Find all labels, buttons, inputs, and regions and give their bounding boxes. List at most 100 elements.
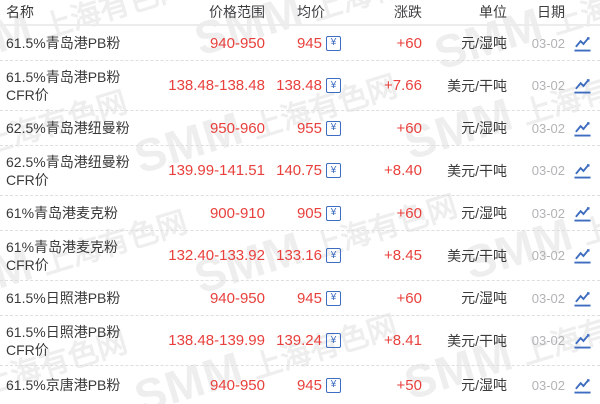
yen-price-icon[interactable]: ¥ [326, 35, 341, 51]
yen-price-icon[interactable]: ¥ [326, 290, 341, 306]
date: 03-02 [531, 78, 565, 93]
header-unit: 单位 [479, 4, 507, 20]
product-name: 61.5%日照港PB粉 [6, 290, 121, 306]
header-name: 名称 [6, 4, 34, 20]
price-change: +50 [396, 376, 422, 394]
trend-chart-icon[interactable] [573, 247, 592, 264]
product-name: 61%青岛港麦克粉 CFR价 [0, 238, 165, 274]
avg-price-cell: 139.24 ¥ [265, 332, 341, 349]
product-name: 61%青岛港麦克粉 [6, 205, 119, 221]
price-change: +8.45 [384, 247, 422, 264]
unit: 元/湿吨 [461, 35, 507, 51]
avg-price: 945 [296, 376, 322, 394]
trend-chart-icon[interactable] [573, 377, 592, 394]
unit: 美元/干吨 [447, 332, 507, 349]
avg-price-cell: 138.48 ¥ [265, 77, 341, 94]
price-range: 138.48-139.99 [168, 332, 265, 349]
avg-price-cell: 133.16 ¥ [265, 247, 341, 264]
price-change: +60 [396, 204, 422, 222]
product-name: 61.5%青岛港PB粉 CFR价 [0, 68, 165, 104]
unit: 元/湿吨 [461, 377, 507, 393]
header-range: 价格范围 [209, 4, 265, 20]
date: 03-02 [531, 205, 565, 221]
price-range: 940-950 [209, 34, 265, 52]
table-row: 62.5%青岛港纽曼粉 950-960 955 ¥ +60 元/湿吨 03-02 [0, 111, 600, 146]
price-change: +60 [396, 34, 422, 52]
price-change: +7.66 [384, 77, 422, 94]
yen-price-icon[interactable]: ¥ [326, 163, 341, 178]
avg-price: 138.48 [276, 77, 322, 94]
product-name-line2: CFR价 [6, 256, 49, 273]
trend-chart-icon[interactable] [573, 332, 592, 349]
avg-price-cell: 945 ¥ [265, 290, 341, 307]
unit: 元/湿吨 [461, 205, 507, 221]
avg-price-cell: 905 ¥ [265, 205, 341, 222]
price-range: 900-910 [209, 204, 265, 222]
unit: 元/湿吨 [461, 290, 507, 306]
date: 03-02 [531, 35, 565, 51]
yen-price-icon[interactable]: ¥ [326, 78, 341, 93]
avg-price: 945 [296, 34, 322, 52]
table-row: 61.5%青岛港PB粉 CFR价 138.48-138.48 138.48 ¥ +7… [0, 61, 600, 111]
product-name: 61.5%日照港PB粉 CFR价 [0, 323, 165, 359]
price-change: +8.41 [384, 332, 422, 349]
table-row: 61%青岛港麦克粉 900-910 905 ¥ +60 元/湿吨 03-02 [0, 196, 600, 231]
price-range: 138.48-138.48 [168, 77, 265, 94]
price-range: 940-950 [209, 289, 265, 307]
price-range: 950-960 [209, 119, 265, 137]
price-change: +60 [396, 119, 422, 137]
date: 03-02 [531, 377, 565, 393]
avg-price-cell: 140.75 ¥ [265, 162, 341, 179]
table-row: 62.5%青岛港纽曼粉 CFR价 139.99-141.51 140.75 ¥ +8… [0, 146, 600, 196]
price-range: 139.99-141.51 [168, 162, 265, 179]
table-row: 61.5%日照港PB粉 CFR价 138.48-139.99 139.24 ¥ +8… [0, 316, 600, 366]
avg-price-cell: 945 ¥ [265, 35, 341, 52]
avg-price: 140.75 [276, 162, 322, 179]
avg-price: 139.24 [276, 332, 322, 349]
table-header-row: 名称 价格范围 均价 涨跌 单位 日期 [0, 0, 600, 26]
avg-price-cell: 945 ¥ [265, 377, 341, 394]
unit: 美元/干吨 [447, 247, 507, 264]
header-change: 涨跌 [394, 4, 422, 20]
trend-chart-icon[interactable] [573, 290, 592, 307]
yen-price-icon[interactable]: ¥ [326, 248, 341, 263]
date: 03-02 [531, 163, 565, 178]
product-name: 61.5%青岛港PB粉 [6, 35, 121, 51]
trend-chart-icon[interactable] [573, 162, 592, 179]
avg-price: 133.16 [276, 247, 322, 264]
date: 03-02 [531, 333, 565, 348]
avg-price: 945 [296, 289, 322, 307]
yen-price-icon[interactable]: ¥ [326, 333, 341, 348]
unit: 美元/干吨 [447, 77, 507, 94]
table-row: 61.5%青岛港PB粉 940-950 945 ¥ +60 元/湿吨 03-02 [0, 26, 600, 61]
price-change: +8.40 [384, 162, 422, 179]
yen-price-icon[interactable]: ¥ [326, 120, 341, 136]
price-range: 132.40-133.92 [168, 247, 265, 264]
trend-chart-icon[interactable] [573, 77, 592, 94]
table-row: 61.5%京唐港PB粉 940-950 945 ¥ +50 元/湿吨 03-02 [0, 366, 600, 404]
header-avg: 均价 [297, 4, 325, 20]
product-name: 62.5%青岛港纽曼粉 [6, 120, 130, 136]
trend-chart-icon[interactable] [573, 120, 592, 137]
header-date: 日期 [537, 4, 565, 20]
yen-price-icon[interactable]: ¥ [326, 377, 341, 393]
price-change: +60 [396, 289, 422, 307]
date: 03-02 [531, 248, 565, 263]
table-row: 61.5%日照港PB粉 940-950 945 ¥ +60 元/湿吨 03-02 [0, 281, 600, 316]
avg-price-cell: 955 ¥ [265, 120, 341, 137]
price-range: 940-950 [209, 376, 265, 394]
date: 03-02 [531, 120, 565, 136]
product-name-line2: CFR价 [6, 171, 49, 188]
table-row: 61%青岛港麦克粉 CFR价 132.40-133.92 133.16 ¥ +8.4… [0, 231, 600, 281]
unit: 元/湿吨 [461, 120, 507, 136]
trend-chart-icon[interactable] [573, 35, 592, 52]
yen-price-icon[interactable]: ¥ [326, 205, 341, 221]
date: 03-02 [531, 290, 565, 306]
product-name-line2: CFR价 [6, 86, 49, 103]
product-name: 61.5%京唐港PB粉 [6, 377, 121, 393]
trend-chart-icon[interactable] [573, 205, 592, 222]
avg-price: 955 [296, 119, 322, 137]
avg-price: 905 [296, 204, 322, 222]
